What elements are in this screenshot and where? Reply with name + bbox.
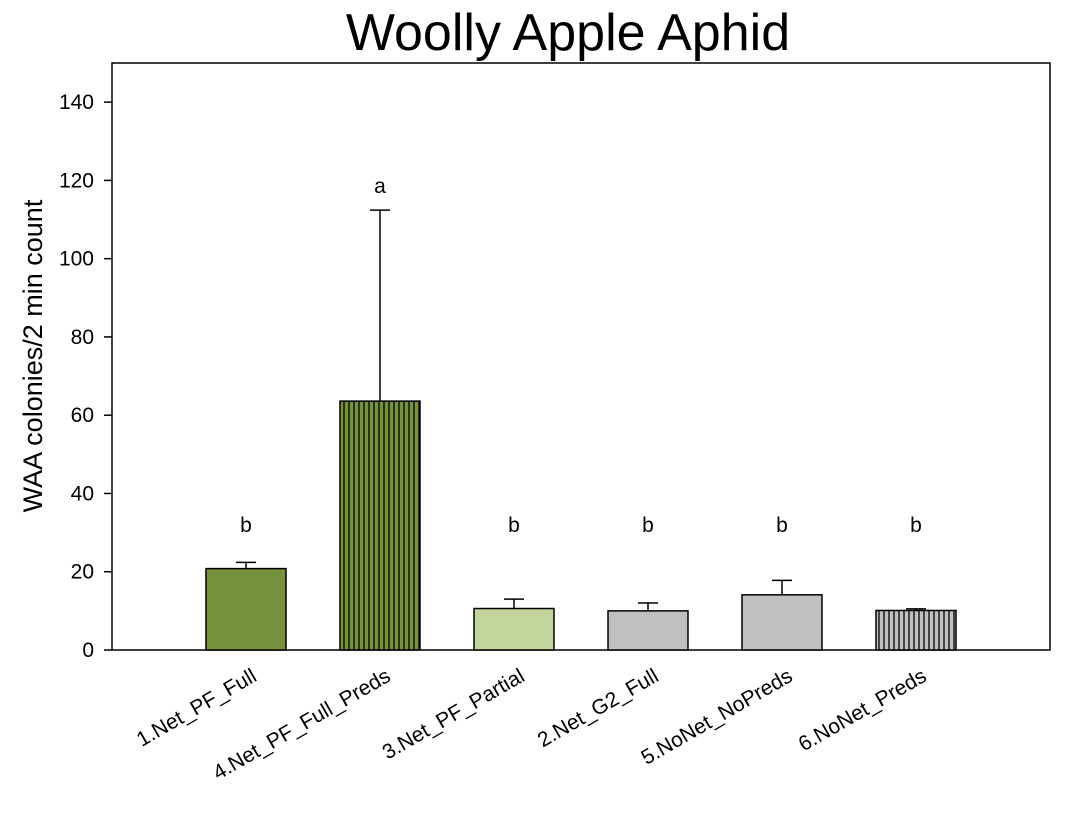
x-tick-label: 6.NoNet_Preds	[795, 664, 931, 756]
bar	[205, 567, 287, 651]
significance-letter: b	[642, 514, 654, 537]
y-tick-label: 140	[59, 91, 94, 114]
y-tick-label: 0	[82, 639, 94, 662]
x-axis: 1.Net_PF_Full4.Net_PF_Full_Preds3.Net_PF…	[133, 664, 931, 784]
y-tick-label: 100	[59, 248, 94, 271]
significance-letter: b	[776, 514, 788, 537]
significance-letter: b	[508, 514, 520, 537]
x-tick-label: 5.NoNet_NoPreds	[637, 664, 796, 769]
x-tick-label: 2.Net_G2_Full	[534, 664, 663, 752]
significance-letter: b	[910, 514, 922, 537]
x-tick-label: 3.Net_PF_Partial	[379, 664, 529, 764]
bar-series	[205, 400, 957, 651]
chart-title: Woolly Apple Aphid	[346, 4, 790, 62]
bar	[339, 400, 421, 651]
y-tick-label: 20	[71, 561, 94, 584]
y-tick-label: 120	[59, 169, 94, 192]
x-tick-label: 1.Net_PF_Full	[133, 664, 261, 751]
plot-area-frame	[111, 62, 1051, 651]
significance-letter: a	[374, 175, 386, 198]
significance-letters: b a b b b b	[240, 175, 922, 537]
y-tick-label: 60	[71, 404, 94, 427]
y-tick-label: 40	[71, 482, 94, 505]
bar	[473, 607, 555, 651]
bar	[607, 610, 689, 651]
significance-letter: b	[240, 514, 252, 537]
y-axis: 0 20 40 60 80 100 120 140	[59, 91, 112, 662]
y-axis-label: WAA colonies/2 min count	[18, 199, 48, 512]
y-tick-label: 80	[71, 326, 94, 349]
bar	[741, 594, 823, 651]
error-bars	[236, 209, 926, 611]
bar	[875, 609, 957, 651]
